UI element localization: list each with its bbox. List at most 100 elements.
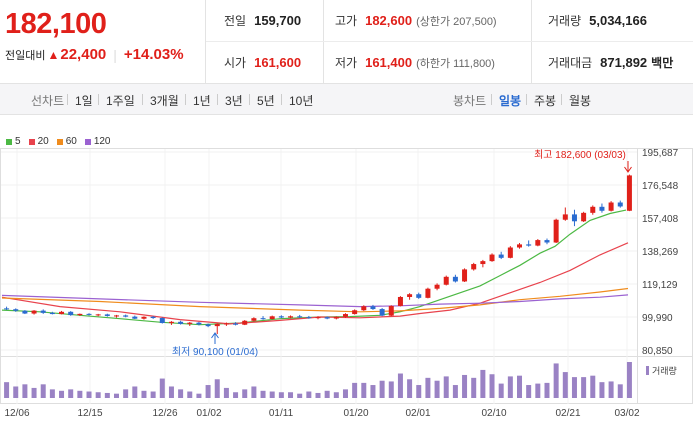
volume-bar (150, 391, 156, 398)
toolbar-divider (67, 94, 68, 105)
candle-body (626, 175, 632, 211)
stat-label: 거래대금 (548, 56, 593, 70)
volume-bar (86, 391, 92, 398)
legend-ma60[interactable]: 60 (56, 136, 77, 147)
volume-bar (407, 379, 413, 398)
volume-bar (535, 383, 541, 398)
volume-bar (196, 393, 202, 398)
volume-bar (370, 385, 376, 398)
y-tick-label: 119,129 (642, 280, 678, 291)
legend-ma5[interactable]: 5 (6, 136, 21, 147)
stat-label: 저가 (335, 56, 358, 70)
volume-bar (31, 387, 37, 398)
toolbar-divider (491, 94, 492, 105)
candle-body (123, 315, 129, 317)
period-3y-button[interactable]: 3년 (225, 94, 243, 108)
candle-body (425, 288, 431, 298)
x-tick-label: 12/26 (152, 408, 177, 419)
candle-body (77, 313, 83, 316)
candle-body (205, 324, 211, 327)
candle-body (223, 323, 229, 325)
period-3m-button[interactable]: 3개월 (150, 94, 179, 108)
candle-body (388, 305, 394, 316)
volume-bar (416, 385, 422, 398)
volume-bar (22, 384, 28, 398)
legend-ma120[interactable]: 120 (84, 136, 111, 147)
candle-body (462, 269, 468, 282)
volume-bar (297, 393, 303, 398)
volume-bar (324, 390, 330, 398)
candle-body (168, 321, 174, 324)
x-tick-label: 02/01 (405, 408, 430, 419)
candle-body (379, 309, 385, 316)
volume-bar (562, 372, 568, 398)
toolbar-divider (561, 94, 562, 105)
candle-body (269, 316, 275, 320)
volume-bar (315, 392, 321, 398)
volume-bar (205, 385, 211, 398)
stat-value: 871,892 (600, 55, 648, 70)
legend-swatch (56, 138, 63, 145)
volume-bar (379, 380, 385, 398)
volume-bar (517, 375, 523, 398)
candle-body (40, 310, 46, 313)
candle-body (370, 306, 376, 310)
toolbar-divider (217, 94, 218, 105)
line-chart-label[interactable]: 선차트 (31, 94, 65, 108)
volume-bar (159, 378, 165, 398)
volume-bar (471, 377, 477, 398)
volume-bar (4, 382, 10, 398)
period-5y-button[interactable]: 5년 (257, 94, 275, 108)
stat-value: 161,600 (254, 55, 302, 70)
ma-legend: 5 20 60 120 (6, 136, 111, 147)
legend-ma20[interactable]: 20 (28, 136, 49, 147)
toolbar-divider (98, 94, 99, 105)
candle-body (333, 316, 339, 319)
legend-label: 5 (15, 136, 21, 147)
legend-label: 20 (37, 136, 49, 147)
legend-swatch (6, 138, 12, 145)
period-10y-button[interactable]: 10년 (289, 94, 314, 108)
monthly-candle-tab[interactable]: 월봉 (569, 94, 592, 108)
candle-body (150, 316, 156, 319)
candle-body (443, 276, 449, 285)
change-label: 전일대비 (5, 49, 46, 62)
up-arrow-icon: ▲ (47, 47, 60, 62)
candle-body (315, 317, 321, 319)
candle-body (22, 310, 28, 314)
stat-low: 저가 161,400 (하한가 111,800) (335, 54, 495, 71)
candle-body (233, 323, 239, 325)
period-1y-button[interactable]: 1년 (193, 94, 211, 108)
x-tick-label: 03/02 (614, 408, 639, 419)
candle-body (352, 310, 358, 315)
candle-body (297, 316, 303, 318)
stat-value: 5,034,166 (589, 13, 647, 28)
stat-open: 시가 161,600 (224, 54, 301, 71)
candle-chart-label[interactable]: 봉차트 (453, 94, 487, 108)
volume-bar (342, 389, 348, 398)
volume-bar (462, 374, 468, 398)
stat-sub: (하한가 111,800) (416, 57, 495, 70)
candle-body (104, 314, 110, 316)
candle-body (590, 206, 596, 213)
stat-amount: 거래대금 871,892 백만 (548, 54, 673, 71)
volume-bar (352, 382, 358, 398)
volume-bar (397, 373, 403, 398)
volume-bar (306, 391, 312, 398)
x-tick-label: 01/20 (343, 408, 368, 419)
current-price: 182,100 (5, 8, 107, 40)
period-1w-button[interactable]: 1주일 (106, 94, 135, 108)
candle-body (278, 316, 284, 318)
daily-candle-tab[interactable]: 일봉 (499, 94, 522, 108)
x-tick-label: 12/15 (77, 408, 102, 419)
period-1d-button[interactable]: 1일 (75, 94, 93, 108)
y-tick-label: 80,850 (642, 346, 673, 357)
candle-body (141, 316, 147, 319)
weekly-candle-tab[interactable]: 주봉 (534, 94, 557, 108)
high-annotation: 최고 182,600 (03/03) (534, 149, 626, 161)
x-tick-label: 02/21 (555, 408, 580, 419)
candle-body (31, 310, 37, 314)
quote-summary: 182,100 전일대비 ▲ 22,400 | +14.03% 전일 159,7… (0, 0, 693, 84)
volume-label: 거래량 (652, 365, 677, 376)
volume-bar (480, 369, 486, 398)
